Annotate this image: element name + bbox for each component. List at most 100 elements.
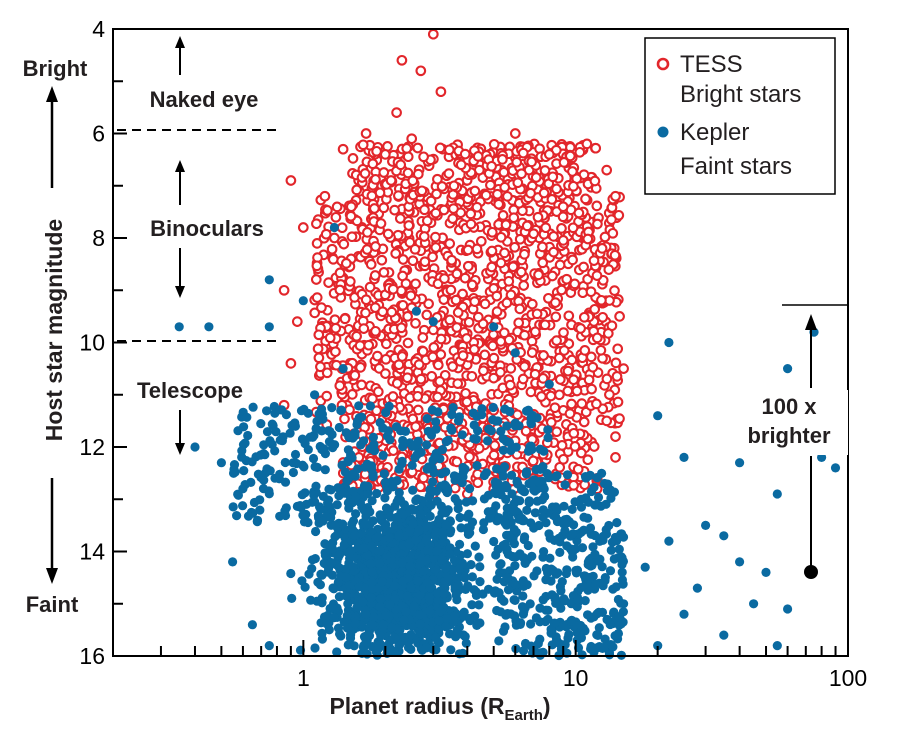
kepler-point — [354, 413, 364, 423]
tess-point — [557, 235, 569, 246]
tess-point — [558, 157, 570, 168]
tess-point — [452, 378, 464, 389]
kepler-point — [521, 469, 532, 479]
tess-point — [410, 278, 421, 290]
kepler-point — [421, 556, 431, 566]
kepler-point — [407, 460, 417, 470]
tess-point — [532, 211, 544, 223]
kepler-point — [440, 480, 450, 490]
tess-point — [427, 251, 438, 263]
tess-point — [590, 142, 602, 154]
kepler-point — [463, 529, 473, 540]
tess-point — [315, 361, 326, 373]
kepler-point — [526, 619, 536, 629]
tess-point — [563, 310, 575, 322]
kepler-point — [495, 560, 505, 570]
kepler-point — [478, 524, 488, 535]
tess-point — [436, 181, 448, 192]
tess-point — [331, 201, 343, 213]
tess-point — [316, 302, 327, 313]
tess-point — [614, 413, 625, 424]
kepler-point — [601, 525, 611, 535]
kepler-point — [597, 468, 607, 478]
tess-point — [609, 285, 620, 296]
tess-point — [450, 294, 462, 306]
kepler-point — [442, 614, 452, 624]
kepler-point — [590, 530, 600, 541]
kepler-point — [434, 514, 444, 525]
kepler-point — [431, 424, 441, 434]
tess-point — [556, 284, 567, 296]
kepler-point — [560, 480, 570, 490]
kepler-point — [411, 535, 421, 545]
tess-point — [329, 232, 340, 244]
tess-point — [609, 249, 621, 261]
tess-point — [469, 185, 481, 197]
kepler-point — [555, 516, 565, 526]
kepler-point — [585, 470, 595, 480]
tess-point — [435, 333, 447, 345]
kepler-point — [449, 471, 459, 481]
kepler-point — [440, 563, 451, 573]
kepler-point — [436, 501, 446, 511]
kepler-point — [422, 578, 433, 588]
tess-point — [601, 415, 613, 427]
tess-point — [418, 472, 429, 484]
tess-point — [451, 322, 463, 333]
kepler-point — [366, 541, 377, 551]
tess-point — [344, 404, 355, 416]
tess-point — [428, 342, 440, 353]
legend-kepler-line1: Kepler — [680, 119, 749, 146]
tess-point — [554, 389, 565, 401]
kepler-point — [460, 631, 470, 642]
kepler-point — [457, 430, 467, 440]
tess-point — [514, 233, 526, 245]
faint-label: Faint — [26, 592, 79, 617]
kepler-point — [618, 556, 629, 567]
tess-point — [309, 307, 321, 319]
kepler-point — [430, 452, 440, 462]
kepler-point — [491, 501, 501, 511]
tess-point — [459, 272, 471, 284]
tess-point — [457, 288, 468, 300]
kepler-point — [817, 452, 827, 462]
kepler-point — [591, 500, 602, 510]
kepler-point — [229, 464, 239, 474]
tess-point — [568, 479, 579, 491]
kepler-point — [783, 604, 793, 614]
kepler-point — [553, 568, 563, 578]
tess-point — [495, 366, 506, 378]
tess-point — [365, 259, 377, 270]
kepler-point — [545, 533, 555, 543]
kepler-point — [373, 644, 383, 654]
kepler-point — [320, 465, 330, 475]
kepler-point — [543, 568, 553, 578]
tess-point — [345, 210, 357, 222]
tess-point — [349, 370, 361, 381]
tess-point — [606, 214, 617, 225]
tess-point — [478, 365, 489, 377]
tess-point — [591, 398, 602, 410]
kepler-point — [474, 600, 484, 610]
kepler-point — [259, 475, 269, 485]
kepler-point — [447, 410, 457, 420]
kepler-point — [468, 496, 478, 506]
tess-point — [432, 359, 444, 371]
tess-point — [465, 208, 477, 220]
kepler-point — [527, 477, 537, 487]
kepler-point — [334, 550, 345, 560]
kepler-point — [340, 467, 350, 477]
kepler-point — [375, 546, 385, 556]
kepler-point — [334, 592, 344, 602]
kepler-point — [320, 548, 330, 558]
kepler-point — [568, 552, 578, 562]
tess-point — [443, 168, 455, 179]
kepler-point — [503, 585, 514, 595]
kepler-point — [441, 467, 451, 477]
tess-point — [410, 421, 422, 432]
kepler-point — [501, 610, 511, 620]
kepler-point — [592, 630, 602, 640]
tess-point — [589, 303, 601, 315]
kepler-point — [253, 469, 263, 479]
tess-point — [448, 203, 459, 214]
